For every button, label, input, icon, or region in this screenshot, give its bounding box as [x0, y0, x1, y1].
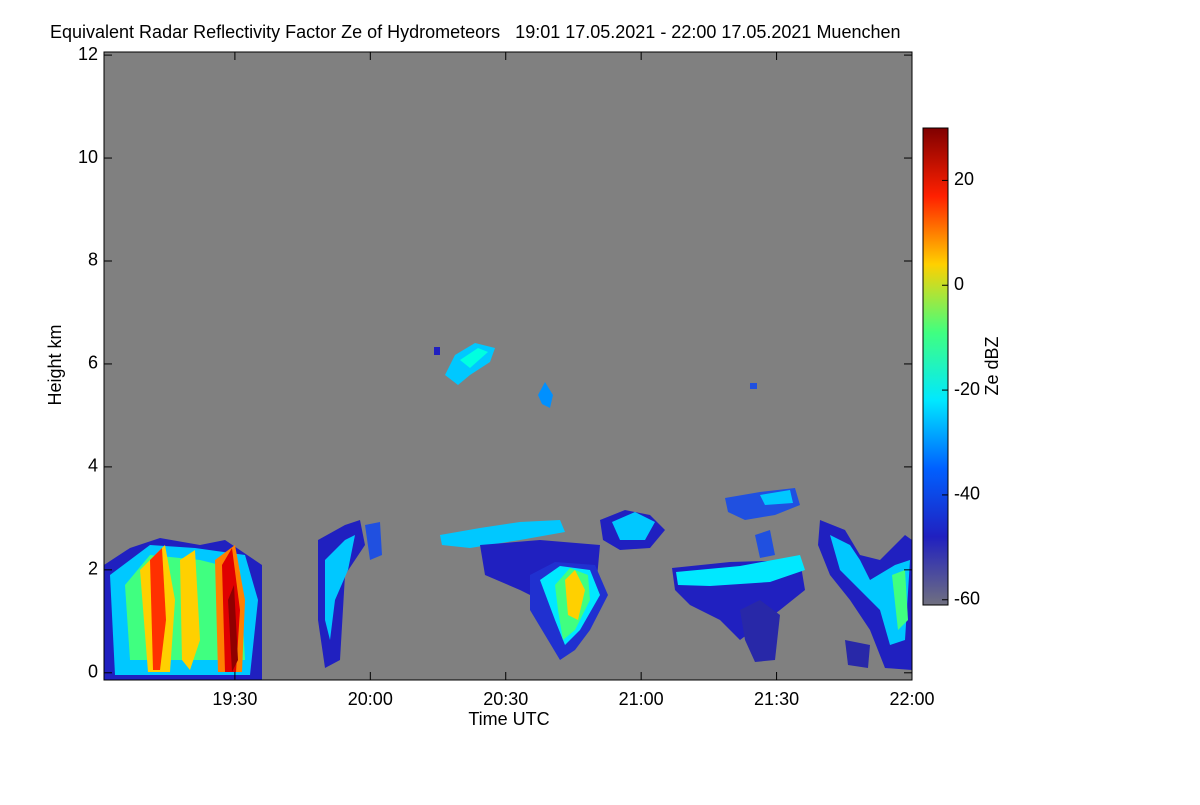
- x-axis-label: Time UTC: [468, 709, 549, 729]
- echo: [760, 490, 793, 505]
- echo: [460, 348, 488, 368]
- echo: [845, 640, 870, 668]
- echo: [434, 347, 440, 355]
- y-tick-label: 4: [88, 456, 98, 476]
- colorbar-tick-label: 0: [954, 274, 964, 294]
- y-tick-label: 2: [88, 559, 98, 579]
- echo: [365, 522, 382, 560]
- colorbar: [922, 127, 949, 606]
- echo: [150, 548, 166, 670]
- y-tick-label: 0: [88, 662, 98, 682]
- y-tick-label: 8: [88, 250, 98, 270]
- plot-frame: [103, 51, 913, 681]
- echo: [440, 520, 565, 548]
- x-tick-label: 19:30: [212, 689, 257, 709]
- echo: [325, 535, 355, 640]
- echo: [892, 570, 908, 630]
- y-tick-label: 10: [78, 147, 98, 167]
- x-tick-label: 22:00: [889, 689, 934, 709]
- x-tick-label: 20:30: [483, 689, 528, 709]
- y-tick-label: 6: [88, 353, 98, 373]
- colorbar-tick-label: -20: [954, 379, 980, 399]
- chart-title: Equivalent Radar Reflectivity Factor Ze …: [50, 22, 901, 42]
- x-tick-label: 21:00: [619, 689, 664, 709]
- echo: [830, 535, 910, 645]
- y-tick-label: 12: [78, 44, 98, 64]
- colorbar-label: Ze dBZ: [982, 336, 1002, 395]
- x-tick-label: 21:30: [754, 689, 799, 709]
- colorbar-tick-label: -40: [954, 484, 980, 504]
- echo: [538, 382, 553, 408]
- echo: [612, 512, 655, 540]
- echo: [565, 570, 585, 620]
- radar-echoes: [104, 343, 912, 680]
- echo: [755, 530, 775, 558]
- echo: [740, 600, 780, 662]
- colorbar-tick-label: -60: [954, 589, 980, 609]
- y-axis-label: Height km: [45, 324, 65, 405]
- echo: [750, 383, 757, 389]
- colorbar-tick-label: 20: [954, 169, 974, 189]
- echo: [228, 585, 238, 672]
- x-tick-label: 20:00: [348, 689, 393, 709]
- echo: [676, 555, 805, 586]
- echo: [180, 550, 200, 670]
